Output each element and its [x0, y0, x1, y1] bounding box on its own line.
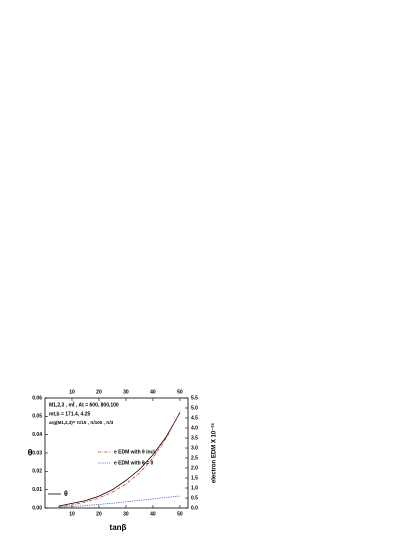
x-tick-label: 40	[150, 511, 156, 517]
annotation: arg(M1,2,3)= π/15 , π/100 , π/3	[49, 420, 114, 425]
y2-tick-label: 0.0	[191, 505, 198, 511]
y-tick-label: 0.04	[32, 432, 42, 438]
y-tick-label: 0.05	[32, 414, 42, 420]
y-tick-label: 0.03	[32, 450, 42, 456]
series-line	[58, 495, 180, 508]
y2-tick-label: 3.5	[191, 435, 198, 441]
y-tick-label: 0.02	[32, 469, 42, 475]
y2-tick-label: 4.0	[191, 425, 198, 431]
y2-tick-label: 2.0	[191, 465, 198, 471]
x2-tick-label: 10	[69, 389, 75, 395]
x-tick-label: 20	[96, 511, 102, 517]
y-tick-label: 0.00	[32, 505, 42, 511]
y-tick-label: 0.01	[32, 487, 42, 493]
annotation: mt,b = 171.4, 4.25	[49, 411, 90, 417]
y-tick-label: 0.06	[32, 395, 42, 401]
y-axis-label: θ	[28, 447, 33, 457]
annotation: M1,2,3 , mt̃ , At = 600, 800,100	[49, 402, 119, 409]
series-line	[58, 411, 181, 508]
series-line	[58, 412, 181, 507]
x-tick-label: 50	[177, 511, 183, 517]
x2-tick-label: 40	[150, 389, 156, 395]
x-tick-label: 30	[123, 511, 129, 517]
x-tick-label: 10	[69, 511, 75, 517]
x2-tick-label: 30	[123, 389, 129, 395]
y2-tick-label: 4.5	[191, 415, 198, 421]
y2-tick-label: 1.0	[191, 485, 198, 491]
x2-tick-label: 20	[96, 389, 102, 395]
x-axis-label: tanβ	[110, 523, 127, 532]
y2-tick-label: 0.5	[191, 495, 198, 501]
y2-tick-label: 5.0	[191, 405, 198, 411]
y2-axis-label: electron EDM X 10⁻²⁶	[211, 423, 218, 484]
y2-tick-label: 2.5	[191, 455, 198, 461]
legend-label: e EDM with θ incl.	[114, 449, 157, 455]
y2-tick-label: 1.5	[191, 475, 198, 481]
legend-label: θ	[64, 491, 68, 498]
y2-tick-label: 3.0	[191, 445, 198, 451]
x2-tick-label: 50	[177, 389, 183, 395]
y2-tick-label: 5.5	[191, 395, 198, 401]
legend-label: e EDM with θ = 0	[114, 460, 153, 466]
